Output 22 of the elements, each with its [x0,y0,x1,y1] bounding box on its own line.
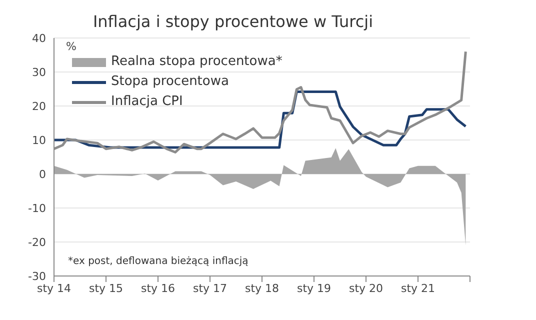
y-tick-label: -30 [28,270,46,283]
x-tick-label: sty 14 [36,282,72,295]
x-tick-label: sty 17 [192,282,228,295]
legend-label: Realna stopa procentowa* [111,53,282,71]
legend-label: Inflacja CPI [111,93,183,111]
x-tick-label: sty 18 [244,282,280,295]
x-tick-label: sty 21 [400,282,436,295]
y-tick-label: 40 [32,32,46,45]
y-tick-label: 0 [39,168,46,181]
y-tick-label: 10 [32,134,46,147]
y-tick-label: -20 [28,236,46,249]
y-tick-label: -10 [28,202,46,215]
x-tick-label: sty 20 [348,282,384,295]
y-tick-label: 30 [32,66,46,79]
x-tick-label: sty 16 [140,282,176,295]
chart-title: Inflacja i stopy procentowe w Turcji [92,12,374,31]
y-axis-title: % [66,40,76,53]
y-tick-label: 20 [32,100,46,113]
legend-label: Stopa procentowa [111,73,229,91]
x-tick-label: sty 19 [296,282,332,295]
annotation: *ex post, deflowana bieżącą inflacją [68,256,248,267]
x-tick-label: sty 15 [88,282,124,295]
